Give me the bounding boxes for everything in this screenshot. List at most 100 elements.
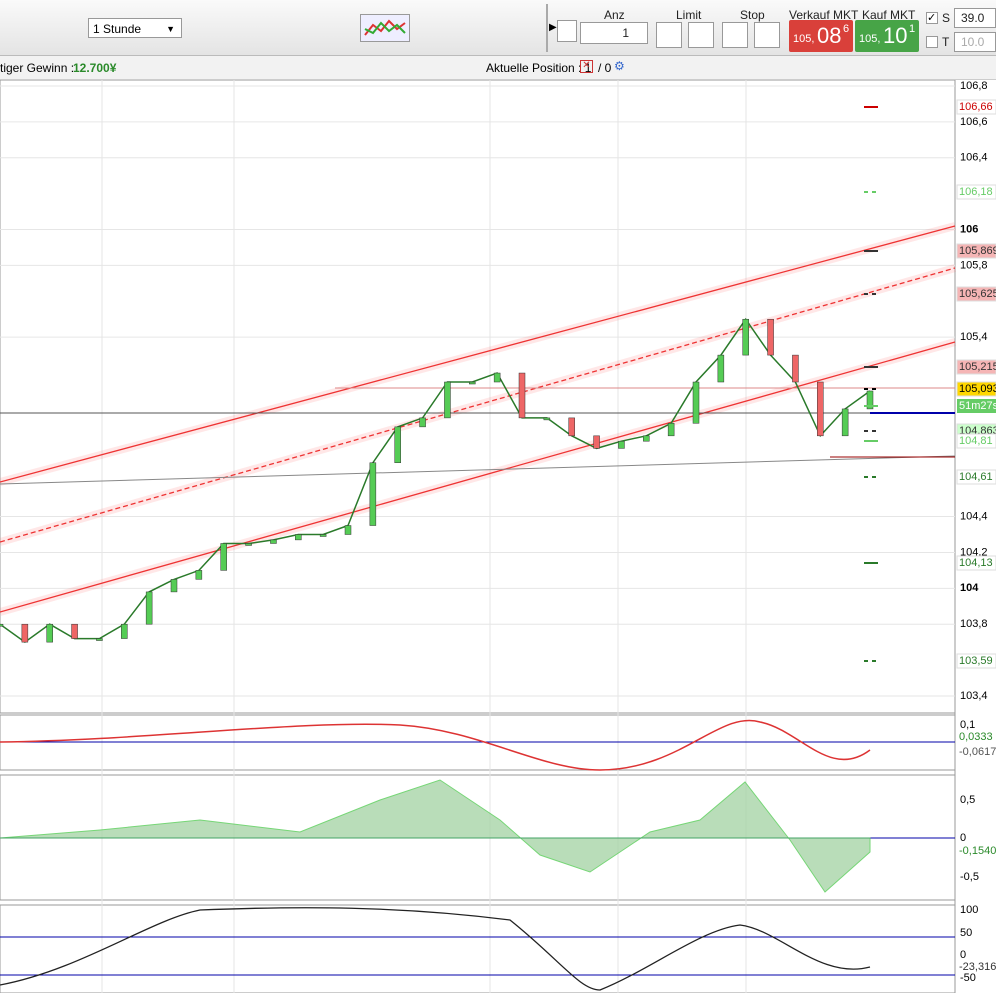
limit-buy[interactable] [656, 22, 682, 48]
channel-line [0, 341, 956, 613]
price-tag: 105,869 [959, 245, 996, 257]
price-tag: 104,61 [959, 471, 993, 483]
stoch-curve [0, 907, 871, 991]
price-tag-bg [956, 359, 996, 375]
candle [270, 539, 277, 544]
close-position[interactable]: ✕ [580, 60, 593, 73]
price-tag: 104,81 [959, 435, 993, 447]
indicator-tick: 0 [960, 832, 966, 844]
candle [667, 423, 675, 437]
position-short: / 0 [598, 61, 612, 75]
indicator-tick: 0,1 [960, 719, 975, 731]
candle [419, 417, 426, 428]
y-tick-label: 105,4 [960, 331, 988, 343]
candle [841, 408, 849, 437]
y-tick-label: 105,8 [960, 259, 988, 271]
candle [170, 579, 178, 593]
candle [568, 417, 575, 437]
candle [344, 525, 352, 535]
candle [71, 623, 78, 639]
panel-frame [0, 904, 956, 993]
price-tag-bg [956, 243, 996, 259]
timeframe-select[interactable]: 1 Stunde ▼ [88, 18, 182, 38]
candle [195, 570, 203, 580]
indicator-tag: -0,1540 [959, 845, 996, 857]
candle [593, 435, 600, 449]
info-bar: tiger Gewinn : 12.700¥ Aktuelle Position… [0, 56, 996, 80]
gain-value: 12.700¥ [73, 61, 117, 75]
buy-sup: 1 [909, 23, 916, 35]
candle [618, 440, 625, 449]
buy-big: 10 [883, 23, 908, 48]
candle [866, 390, 874, 410]
limit-sell[interactable] [688, 22, 714, 48]
buy-prefix: 105, [859, 33, 881, 45]
s-label: S [942, 11, 951, 25]
s-checkbox[interactable]: ✓ [926, 12, 938, 24]
t-input[interactable]: 10.0 [954, 32, 996, 52]
price-tag: 106,66 [959, 101, 993, 113]
t-value: 10.0 [961, 35, 985, 49]
candle [369, 462, 377, 526]
candle [295, 534, 302, 541]
y-tick-label: 106,6 [960, 116, 988, 128]
y-tick-label: 106 [960, 223, 978, 235]
position-label: Aktuelle Position : 1 [486, 61, 592, 75]
price-tag: 105,093 [959, 383, 996, 395]
sell-button[interactable]: 105, 08 6 [789, 20, 853, 52]
price-tag-bg [956, 653, 996, 669]
indicator-tick: 100 [960, 904, 978, 916]
candle [543, 417, 551, 421]
price-tag: 103,59 [959, 655, 993, 667]
candle [21, 623, 29, 643]
candle [46, 623, 53, 643]
candle [96, 638, 103, 641]
candle [394, 426, 401, 463]
stop-label: Stop [740, 8, 765, 22]
price-tag-bg [956, 469, 996, 485]
price-tag: 105,625 [959, 288, 996, 300]
candle [444, 381, 451, 419]
stop-buy[interactable] [722, 22, 748, 48]
sell-prefix: 105, [793, 33, 815, 45]
candle [121, 623, 128, 639]
candle [742, 318, 749, 356]
indicator-tick: 0,5 [960, 794, 975, 806]
sell-label: Verkauf MKT [789, 8, 859, 22]
buy-button[interactable]: 105, 10 1 [855, 20, 919, 52]
y-tick-label: 106,4 [960, 152, 988, 164]
sell-big: 08 [817, 23, 842, 48]
candle [245, 543, 252, 546]
price-line [0, 317, 871, 644]
candle [0, 623, 4, 627]
candle [145, 591, 153, 625]
price-tag-bg [956, 99, 996, 115]
price-tag-bg [957, 399, 996, 413]
gain-label: tiger Gewinn : [0, 61, 75, 75]
y-tick-label: 104,2 [960, 546, 988, 558]
qty-input[interactable]: 1 [580, 22, 648, 44]
indicator-button[interactable] [360, 14, 410, 42]
candle [319, 534, 327, 537]
candle [518, 372, 526, 419]
stop-sell[interactable] [754, 22, 780, 48]
price-tag: 104,13 [959, 557, 993, 569]
buy-label: Kauf MKT [862, 8, 916, 22]
price-tag: 105,215 [959, 361, 996, 373]
indicator-tick: -0,5 [960, 871, 979, 883]
indicator-tick: 50 [960, 927, 972, 939]
channel-line [0, 225, 956, 483]
t-checkbox[interactable] [926, 36, 938, 48]
settings-button[interactable] [557, 20, 577, 42]
panel-frame [0, 80, 956, 714]
indicator-tick: -50 [960, 972, 976, 984]
indicator-tag: 0,0333 [959, 731, 993, 743]
price-tag-bg [956, 286, 996, 302]
candle [792, 354, 799, 383]
price-tag-bg [956, 381, 996, 397]
price-tag-bg [956, 433, 996, 449]
s-input[interactable]: 39.0 [954, 8, 996, 28]
position-settings[interactable]: ⚙ [614, 59, 625, 73]
y-tick-label: 103,4 [960, 690, 988, 702]
